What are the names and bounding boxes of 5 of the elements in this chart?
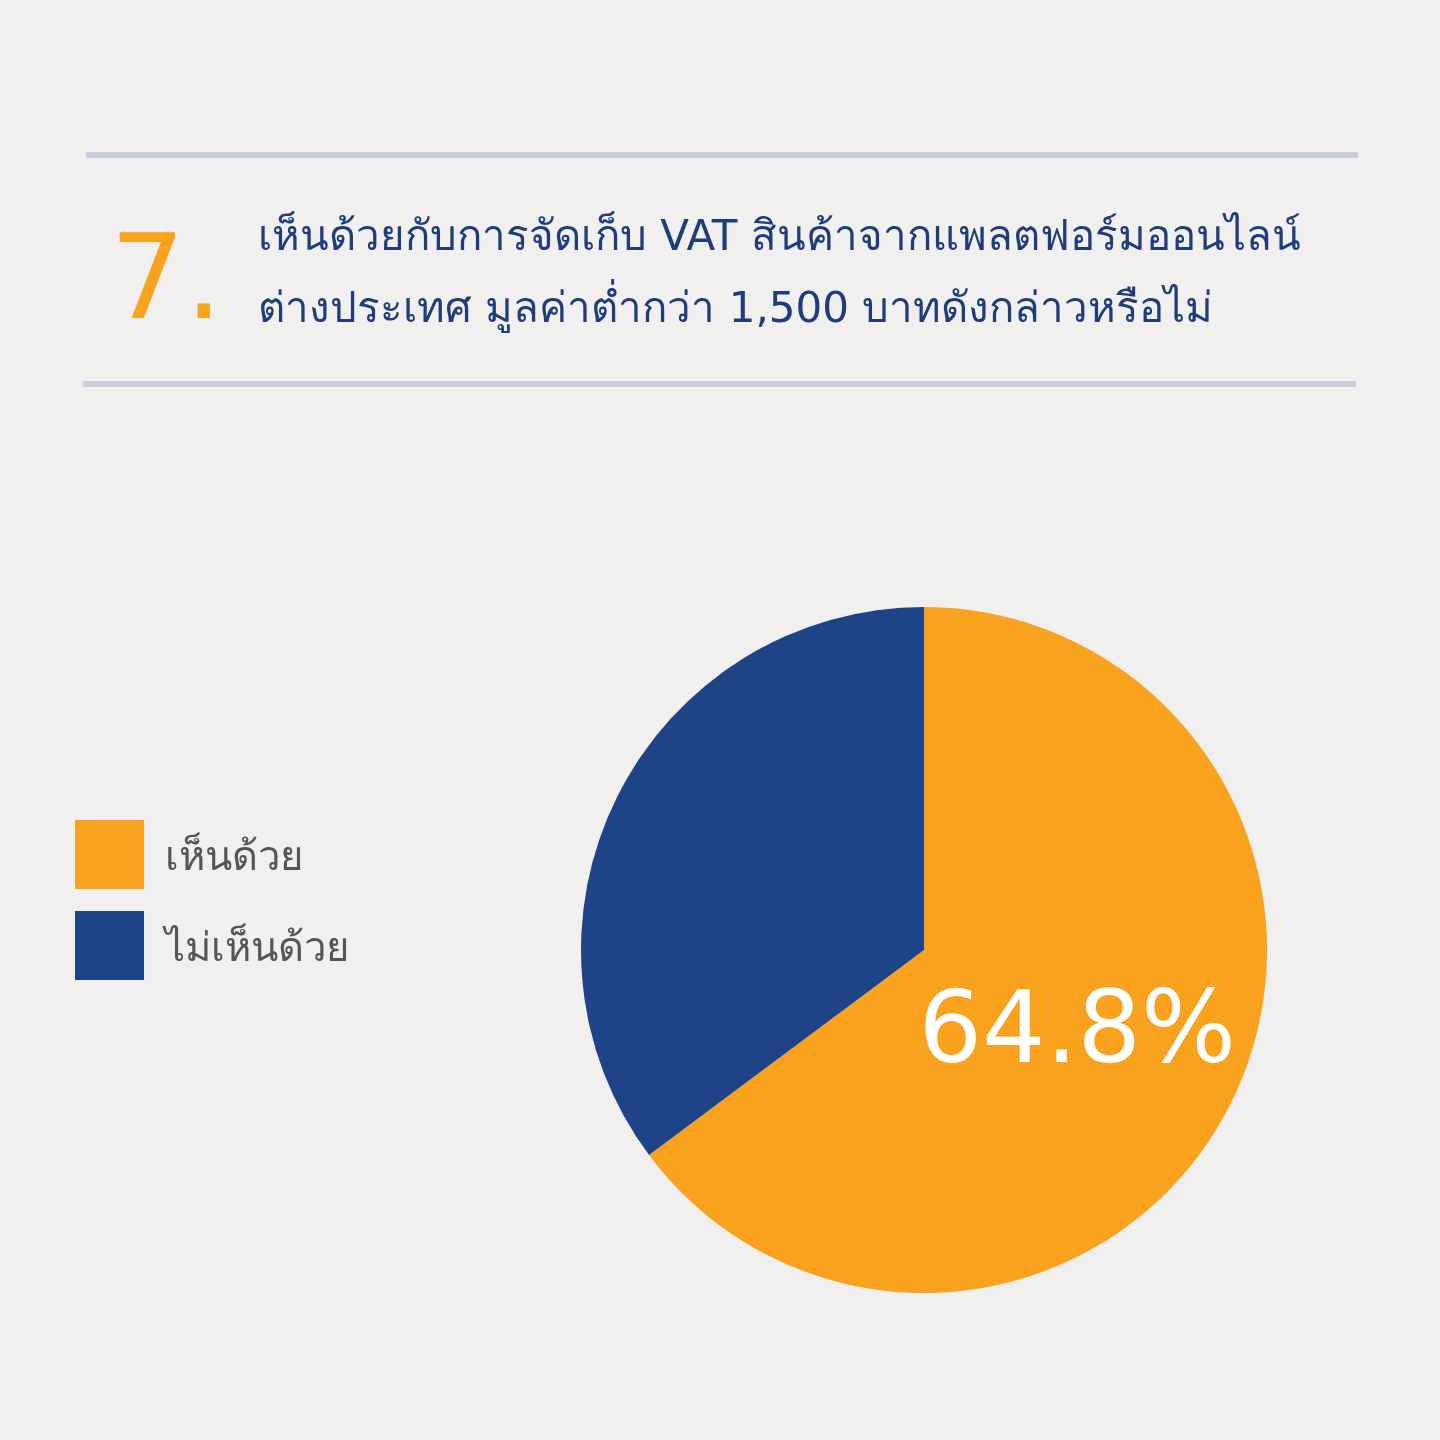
text: 7.: [110, 208, 223, 346]
chart-title: เห็นด้วยกับการจัดเก็บ VAT สินค้าจากแพลตฟอร์มออนไลน์ต่างประเทศ มูลค่าต่ำกว่า 1,500 บาทดังกล่าวหรือไม่: [258, 210, 1302, 335]
legend-label: เห็นด้วย: [165, 832, 303, 879]
data-label: 64.8%: [918, 968, 1237, 1086]
legend-label: ไม่เห็นด้วย: [162, 923, 349, 970]
